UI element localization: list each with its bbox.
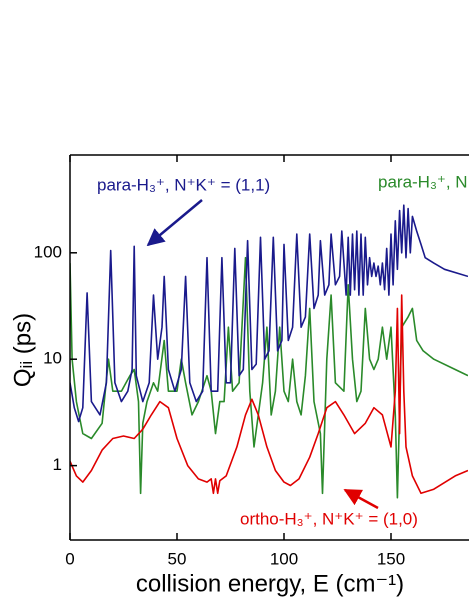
y-axis-label: Qᵢᵢ (ps)	[9, 313, 36, 387]
arrow	[146, 199, 203, 247]
series-line	[70, 256, 469, 499]
annotation: para-H₃⁺, N	[378, 172, 468, 191]
y-tick-label: 1	[53, 455, 62, 474]
x-tick-label: 50	[168, 549, 187, 568]
arrow	[343, 488, 379, 510]
series-line	[70, 294, 469, 495]
series-group	[70, 204, 469, 499]
annotation: para-H₃⁺, N⁺K⁺ = (1,1)	[97, 175, 270, 194]
plot-area	[70, 204, 469, 499]
series-line	[70, 204, 469, 423]
x-tick-label: 100	[270, 549, 298, 568]
y-tick-label: 10	[43, 349, 62, 368]
y-tick-label: 100	[34, 242, 62, 261]
x-axis-label: collision energy, E (cm⁻¹)	[136, 570, 404, 597]
annotation: ortho-H₃⁺, N⁺K⁺ = (1,0)	[240, 509, 418, 528]
x-tick-label: 150	[377, 549, 405, 568]
x-tick-label: 0	[65, 549, 74, 568]
